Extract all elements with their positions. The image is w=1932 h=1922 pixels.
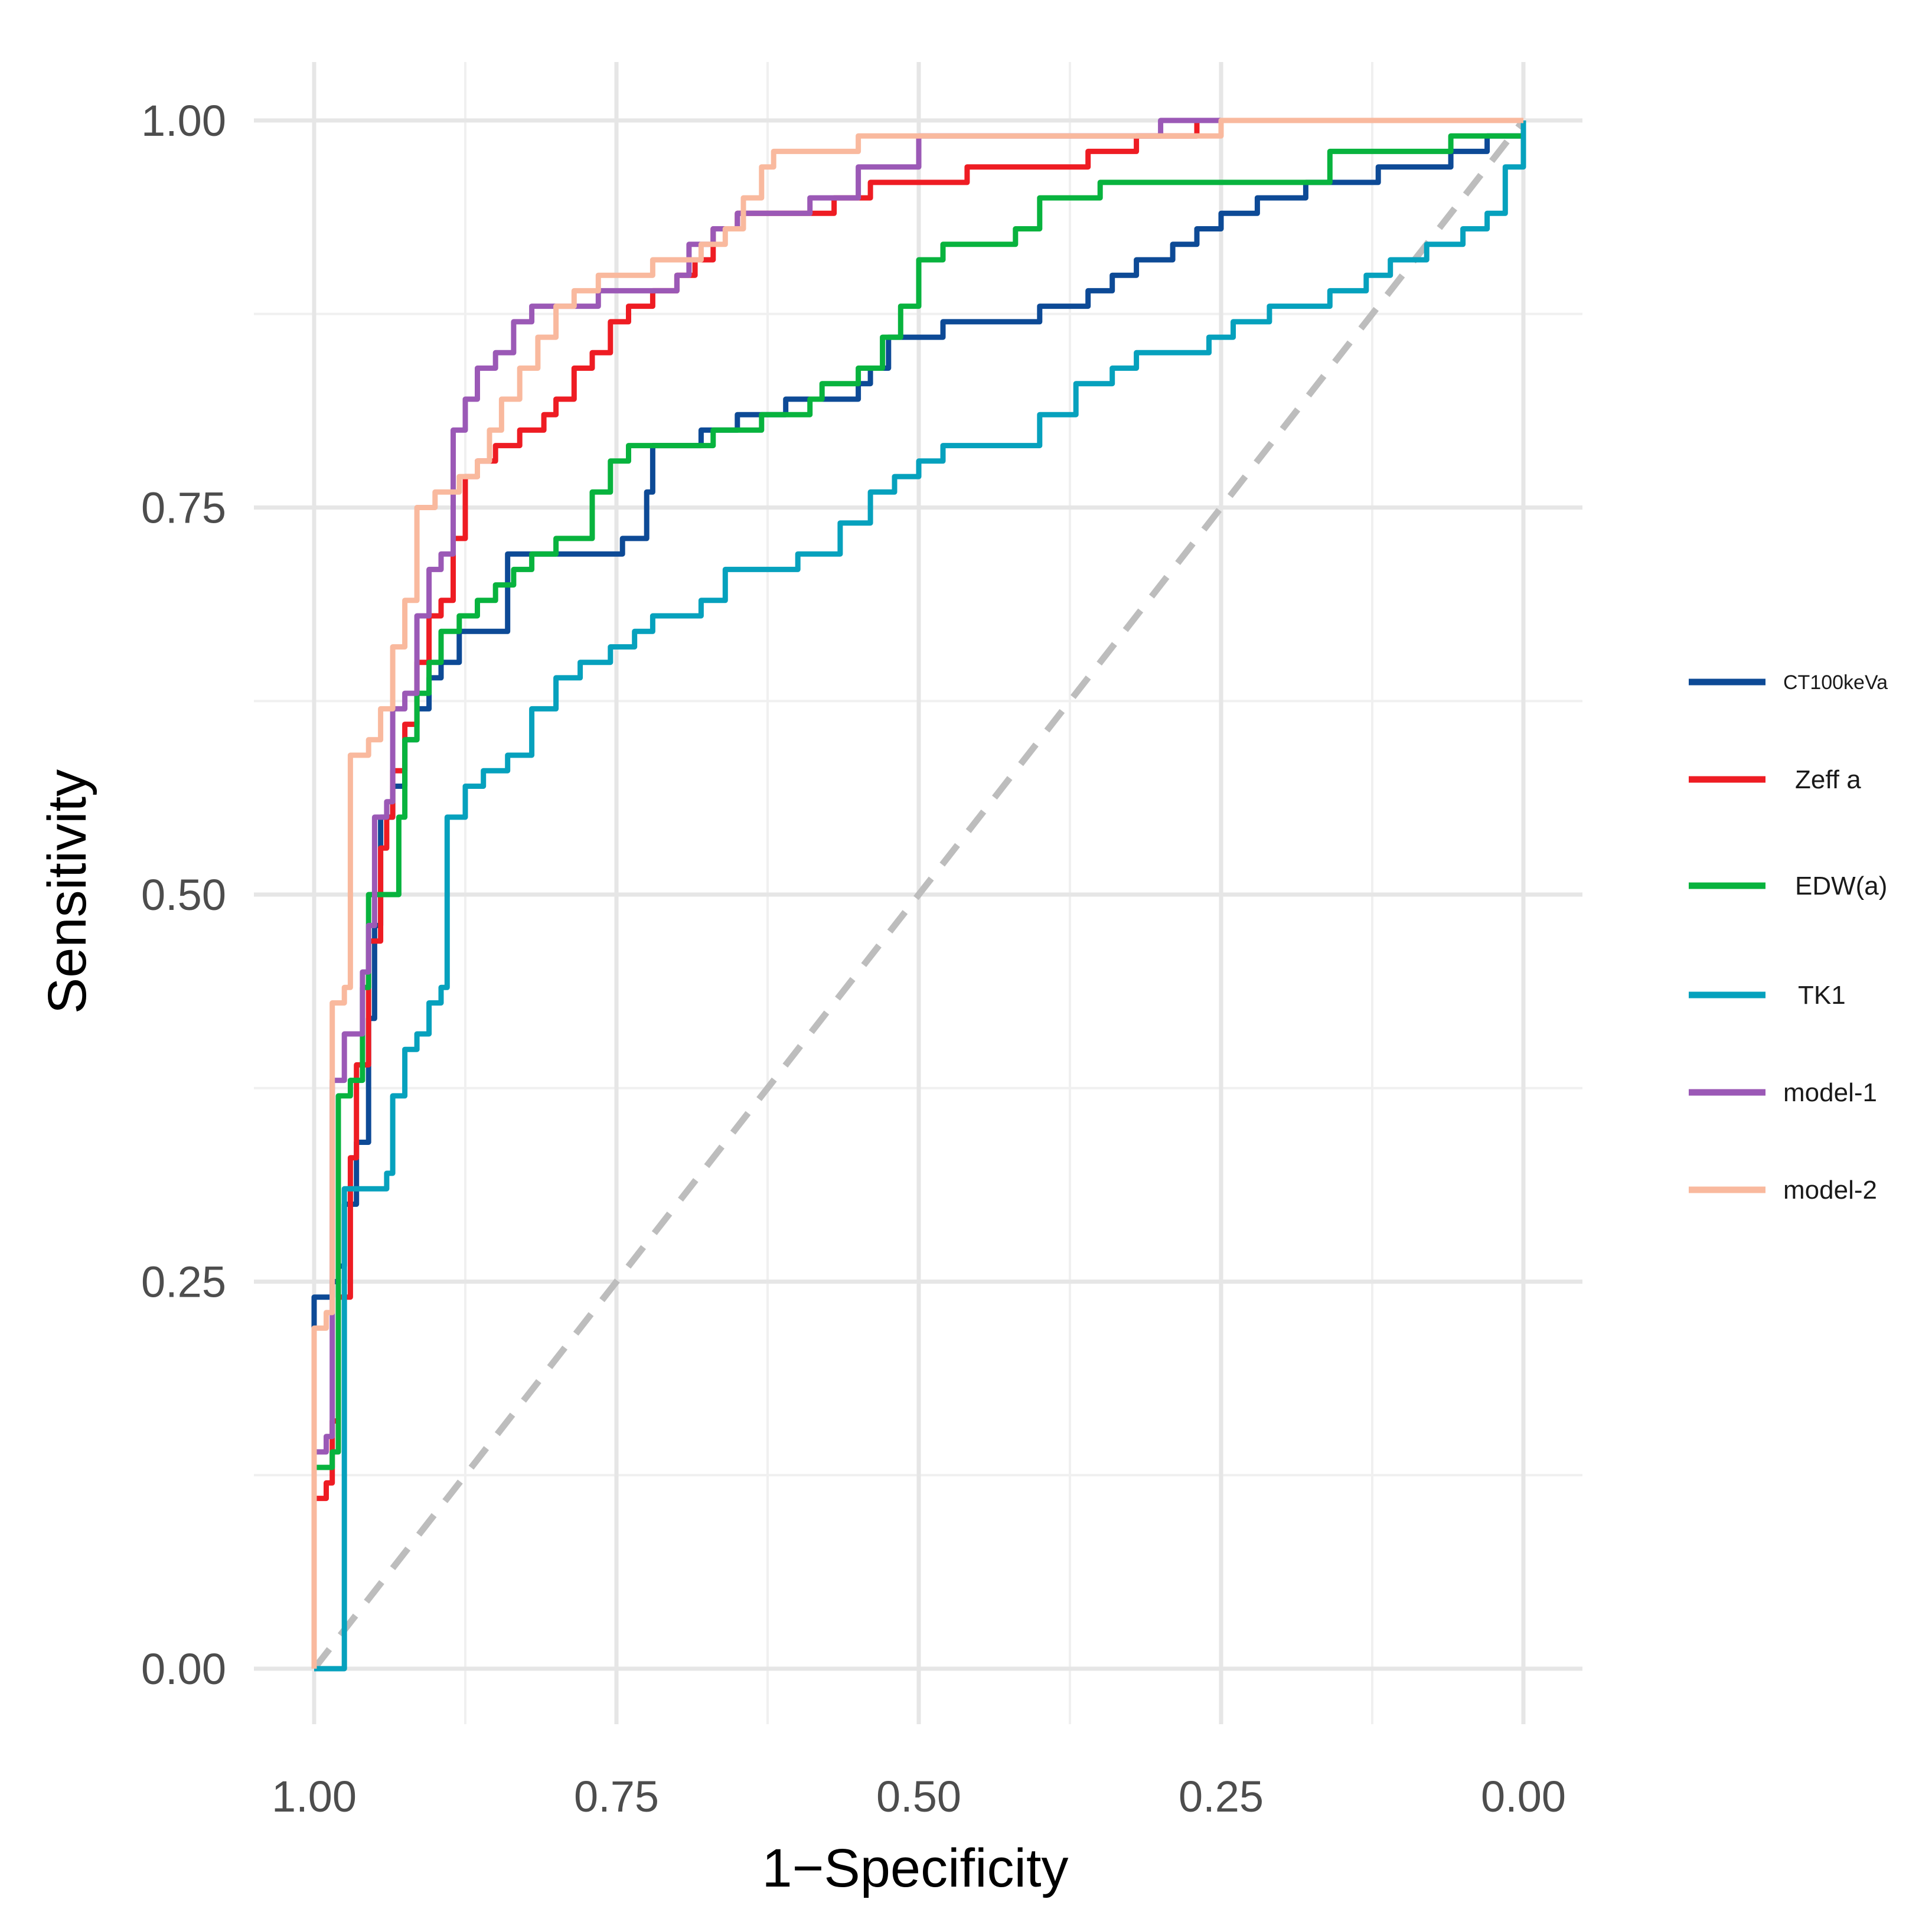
y-tick-label: 0.00	[141, 1644, 226, 1693]
x-tick-label: 0.50	[876, 1772, 961, 1821]
reference-diagonal-line	[311, 118, 1526, 1671]
reference-diagonal	[311, 118, 1526, 1671]
x-tick-label: 1.00	[272, 1772, 357, 1821]
legend-label-model-2: model-2	[1783, 1176, 1877, 1205]
y-tick-label: 0.50	[141, 870, 226, 919]
roc-curves	[311, 118, 1526, 1672]
legend-label-tk1: TK1	[1798, 981, 1846, 1010]
curve-edw-a	[311, 120, 1526, 1669]
y-axis-title: Sensitivity	[37, 769, 97, 1014]
y-tick-label: 0.75	[141, 484, 226, 533]
legend-label-ct100keva: CT100keVa	[1783, 671, 1888, 694]
x-tick-label: 0.00	[1481, 1772, 1566, 1821]
legend-label-model-1: model-1	[1783, 1078, 1877, 1107]
curve-model-1	[311, 118, 1523, 1669]
curve-model-2	[311, 118, 1523, 1669]
curve-tk1	[314, 120, 1526, 1672]
x-axis-title: 1−Specificity	[762, 1838, 1068, 1898]
y-axis-tick-labels: 0.00 0.25 0.50 0.75 1.00	[141, 96, 226, 1693]
y-tick-label: 1.00	[141, 96, 226, 145]
x-axis-tick-labels: 1.00 0.75 0.50 0.25 0.00	[272, 1772, 1566, 1821]
legend-label-edw-a: EDW(a)	[1795, 872, 1887, 900]
legend: CT100keVa Zeff a EDW(a) TK1 model-1 model-2	[1689, 671, 1888, 1205]
legend-label-zeff-a: Zeff a	[1795, 765, 1861, 794]
y-tick-label: 0.25	[141, 1258, 226, 1307]
x-tick-label: 0.75	[574, 1772, 659, 1821]
x-tick-label: 0.25	[1179, 1772, 1264, 1821]
